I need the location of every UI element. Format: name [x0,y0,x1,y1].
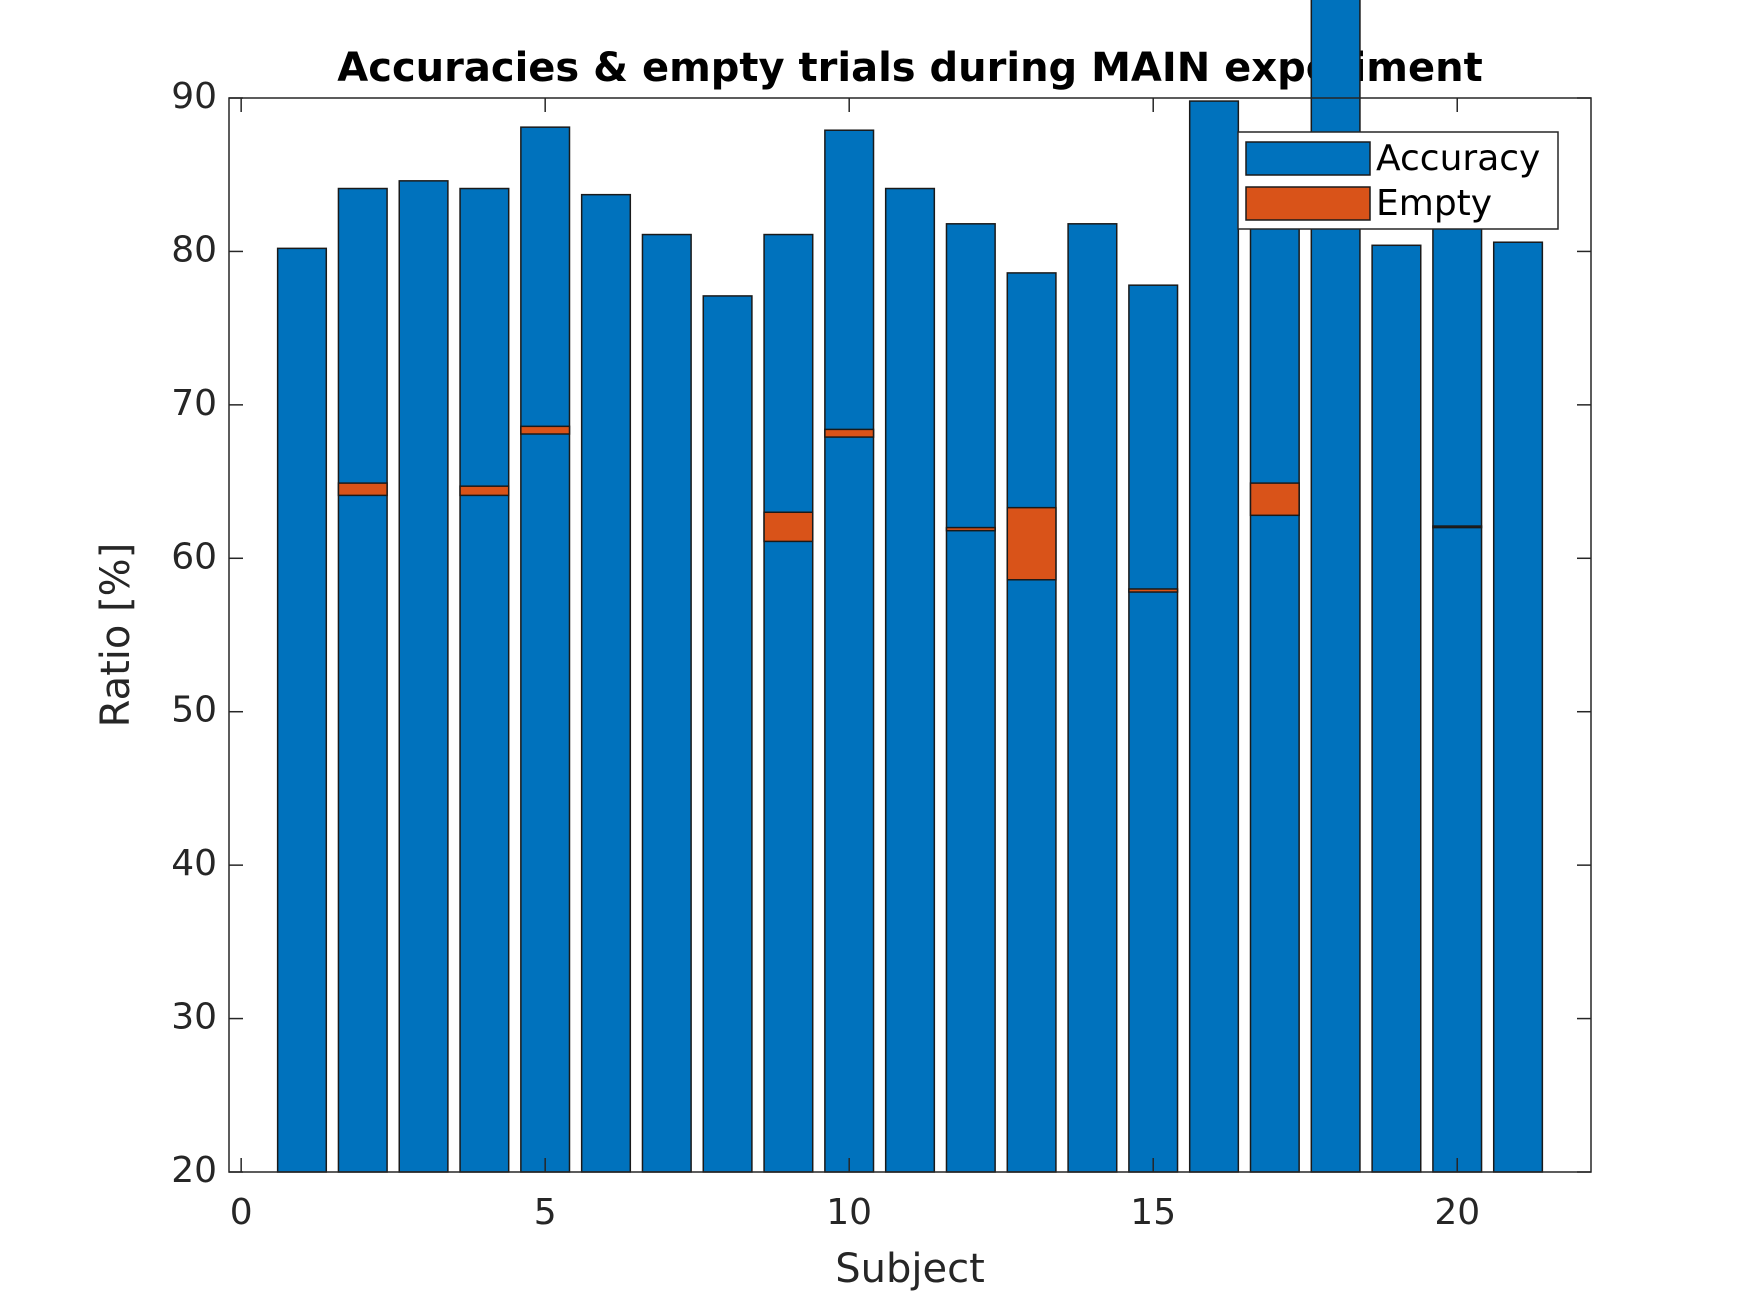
bar [1371,244,1422,1173]
y-tick-label: 80 [171,229,217,270]
bar [641,233,692,1173]
bar [580,193,632,1173]
bar [763,511,814,543]
bar [945,223,996,1173]
y-tick-label: 50 [171,690,217,731]
legend-swatch [1245,186,1371,221]
bar [459,187,510,1173]
x-tick-label: 15 [1130,1192,1176,1233]
y-tick-label: 20 [171,1150,217,1191]
legend-swatch [1245,141,1371,176]
chart-title: Accuracies & empty trials during MAIN ex… [337,45,1482,91]
bar [1249,207,1300,1173]
y-tick-label: 30 [171,997,217,1038]
axes-box [228,97,1592,1173]
bar [1128,588,1179,593]
bar [824,129,875,1173]
bar [337,187,388,1173]
y-tick-label: 70 [171,383,217,424]
y-tick-label: 90 [171,76,217,117]
y-axis-label: Ratio [%] [93,543,139,728]
x-axis-label: Subject [835,1246,985,1292]
y-tick-label: 60 [171,536,217,577]
bar [276,247,328,1173]
bar [1188,100,1240,1173]
bar [1432,525,1483,529]
bar [1006,506,1057,581]
x-tick-label: 10 [826,1192,872,1233]
bar [702,295,753,1173]
bar [1128,284,1179,1173]
bar [337,482,388,497]
bar [824,428,875,438]
bar [398,180,449,1173]
bar [945,526,996,532]
bar [459,485,510,497]
bar [884,187,936,1173]
x-tick-label: 5 [534,1192,557,1233]
legend-label: Accuracy [1376,138,1540,179]
bar [520,126,571,1173]
bar [1006,272,1057,1173]
bar [1492,241,1544,1173]
bar [763,233,814,1173]
bar [1067,223,1118,1173]
x-tick-label: 0 [230,1192,253,1233]
bar [1432,219,1483,1173]
bar [1249,482,1300,517]
bar [520,425,571,435]
x-tick-label: 20 [1434,1192,1480,1233]
y-tick-label: 40 [171,843,217,884]
legend-label: Empty [1376,183,1492,224]
